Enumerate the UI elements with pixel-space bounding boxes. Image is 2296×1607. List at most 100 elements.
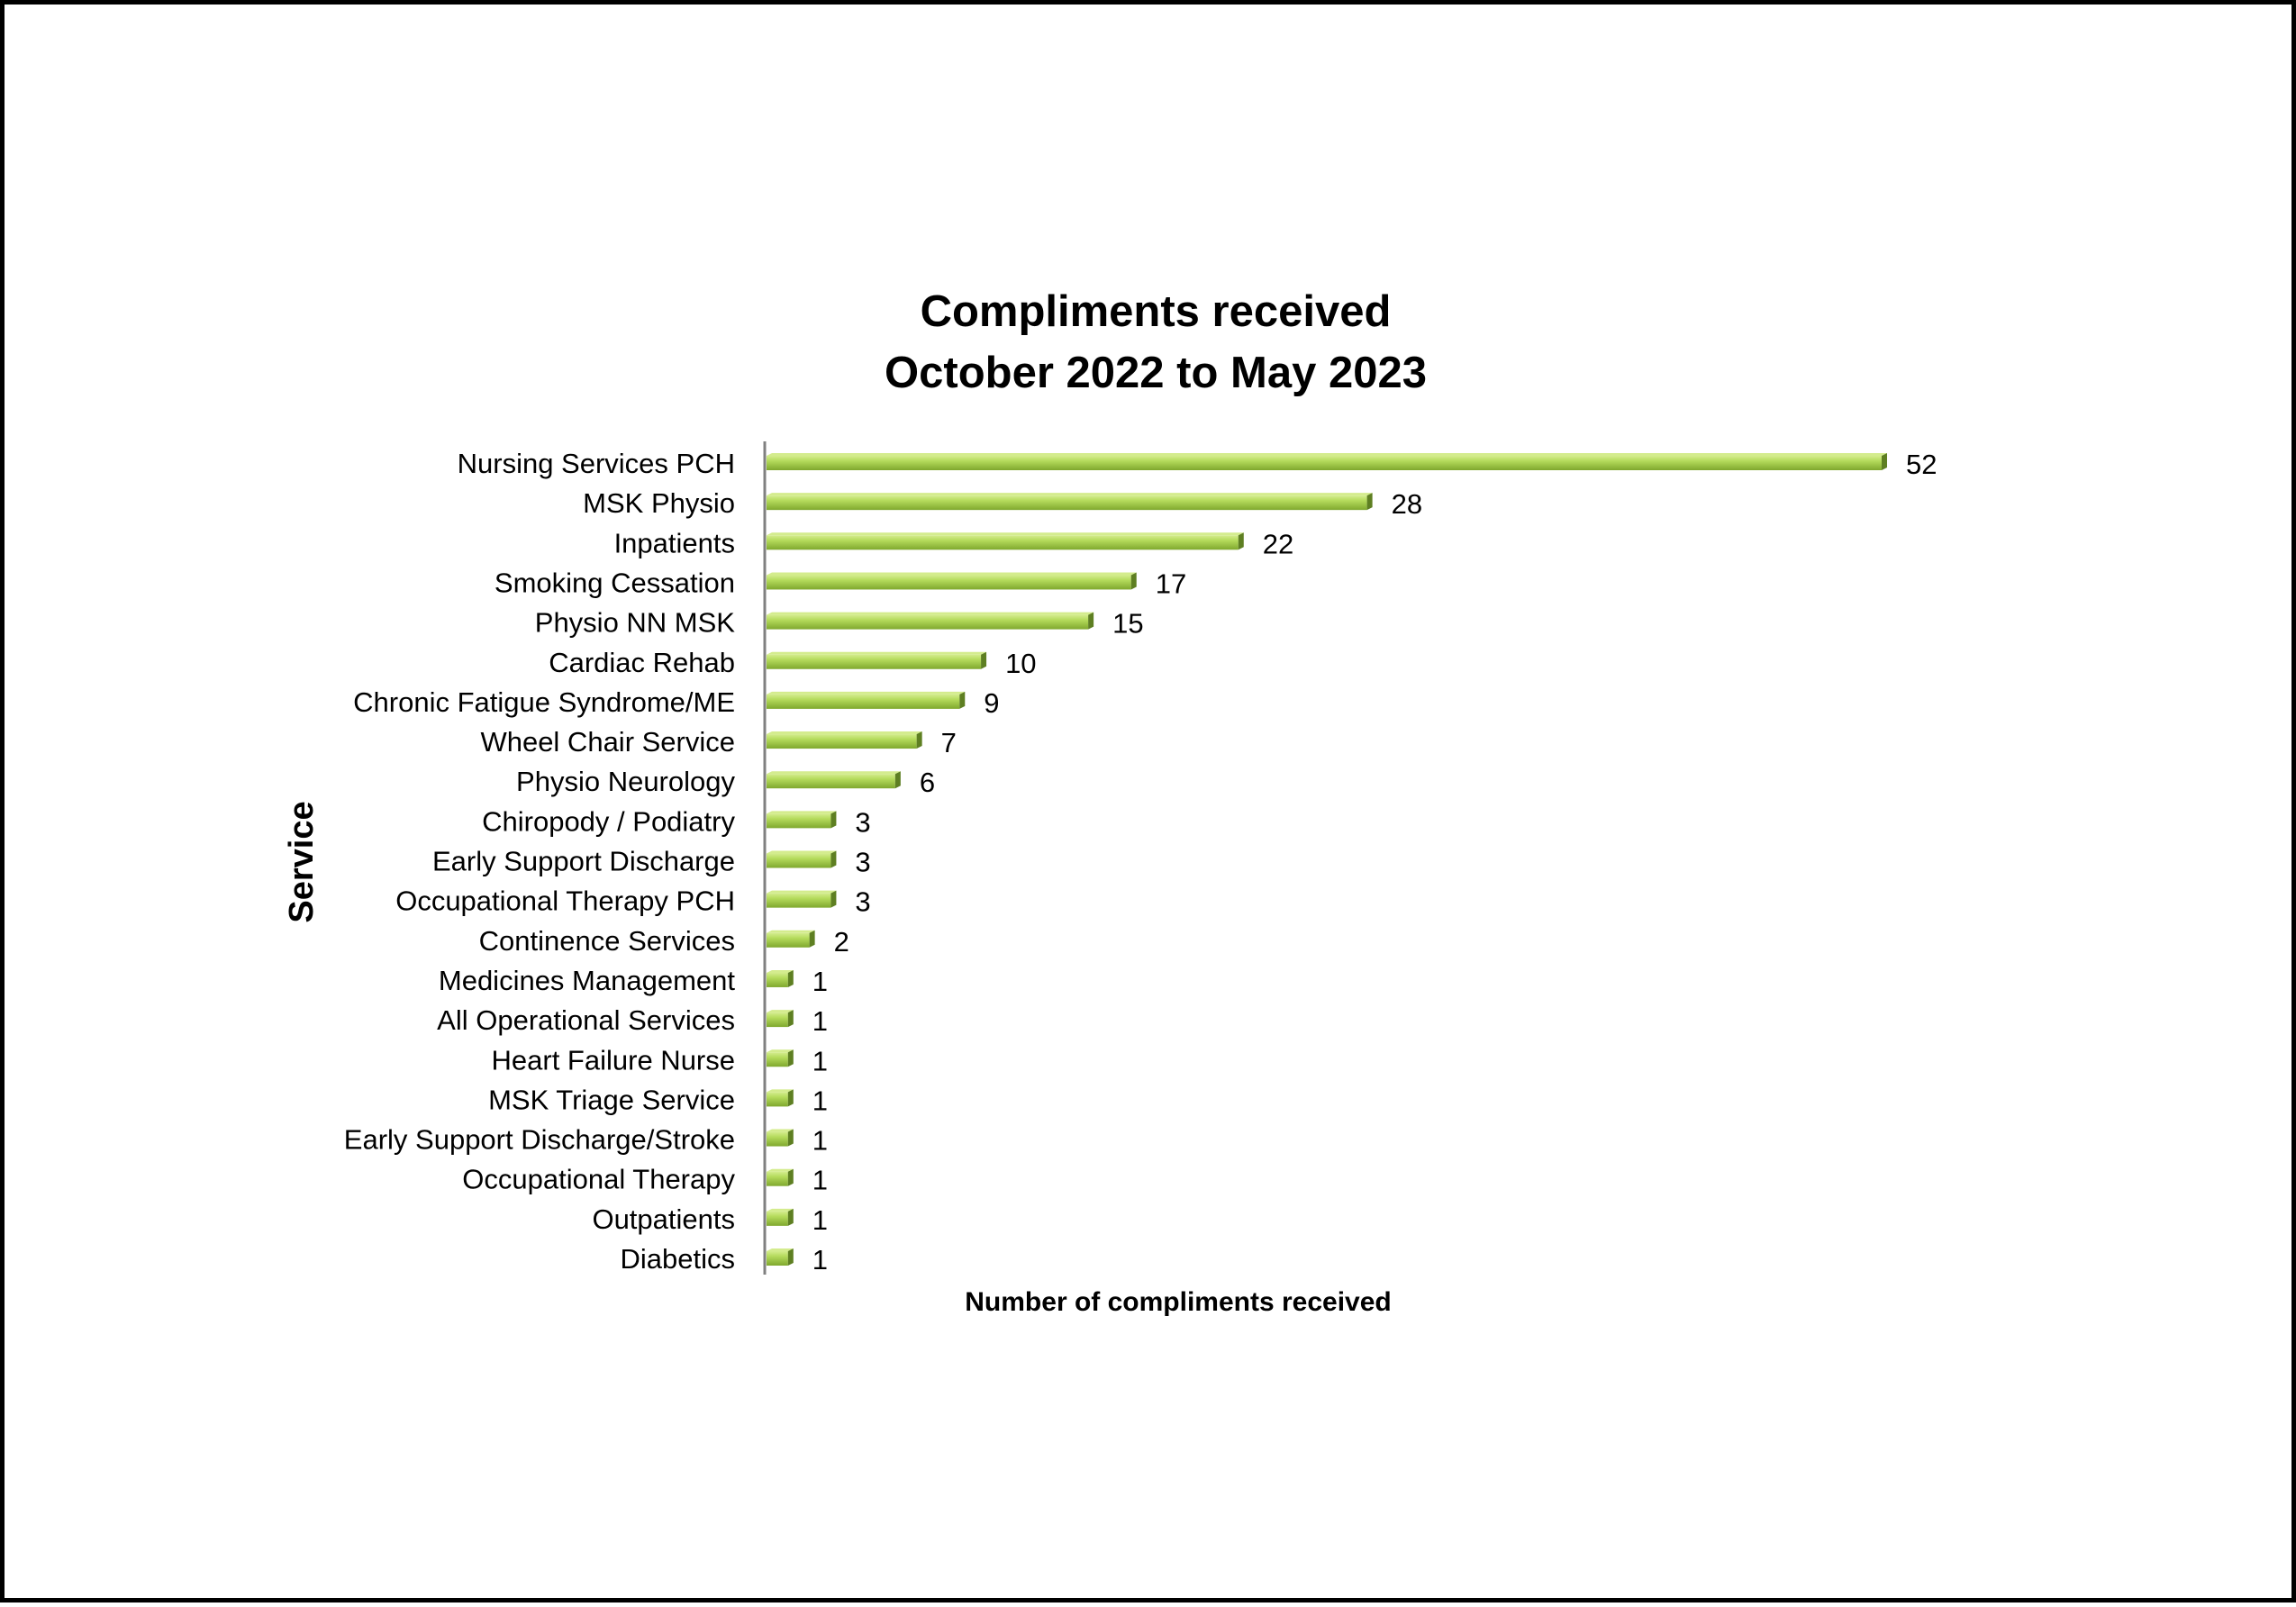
bar [767,774,895,789]
bar-top-face [767,493,1373,496]
bar [767,932,810,948]
category-label: MSK Triage Service [488,1084,735,1115]
y-axis-title: Service [283,801,321,922]
bar-row: Heart Failure Nurse 1 [492,1044,829,1076]
data-label: 28 [1392,488,1422,520]
bar [767,853,831,868]
category-label: Wheel Chair Service [480,726,735,758]
bar [767,1131,788,1147]
bar [767,614,1089,630]
data-label: 7 [941,727,957,758]
chart-title-line-1: Compliments received [921,287,1392,336]
chart-title-line-2: October 2022 to May 2023 [885,349,1427,397]
data-label: 1 [812,1204,828,1236]
bar-top-face [767,1248,794,1251]
bar-top-face [767,969,794,973]
bar-row: MSK Triage Service 1 [488,1084,828,1116]
bar-side-face [787,1208,794,1226]
bar-side-face [787,1010,794,1028]
bar-side-face [787,1049,794,1067]
bar-side-face [809,930,815,948]
category-label: Medicines Management [439,965,736,996]
bar-row: Physio Neurology 6 [516,766,935,798]
bar-row: Occupational Therapy 1 [462,1164,828,1196]
bar-top-face [767,1010,794,1013]
bar-row: Wheel Chair Service 7 [480,726,956,758]
data-label: 1 [812,1125,828,1157]
data-label: 1 [812,1244,828,1276]
bar-side-face [1882,453,1887,470]
bar-top-face [767,731,922,735]
bar [767,1171,788,1186]
category-label: Heart Failure Nurse [492,1044,735,1076]
category-label: Cardiac Rehab [549,647,735,678]
bar-row: Diabetics 1 [621,1243,829,1276]
bar [767,575,1131,590]
bar-top-face [767,1089,794,1093]
data-label: 1 [812,1045,828,1076]
category-label: Physio Neurology [516,766,735,797]
category-label: Early Support Discharge/Stroke [344,1124,735,1156]
bar-top-face [767,930,815,933]
bar-top-face [767,811,837,814]
category-label: Inpatients [614,527,735,558]
category-label: Chiropody / Podiatry [482,805,735,837]
bar [767,495,1367,511]
bar-top-face [767,1208,794,1212]
bar-row: Chiropody / Podiatry 3 [482,805,871,838]
bar-side-face [787,969,794,987]
bar-row: Early Support Discharge/Stroke 1 [344,1124,828,1157]
bar-top-face [767,771,901,775]
bar-side-face [1366,493,1373,511]
bar-side-face [787,1168,794,1186]
category-label: Nursing Services PCH [458,448,735,479]
data-label: 3 [855,806,870,838]
bar [767,1092,788,1107]
bar-top-face [767,1168,794,1172]
bar [767,1012,788,1028]
bar-row: Medicines Management 1 [439,965,828,997]
category-label: Diabetics [621,1243,736,1275]
bar-side-face [787,1129,794,1147]
bar-top-face [767,691,966,695]
data-label: 1 [812,1005,828,1037]
bar-side-face [1238,532,1244,550]
bar-top-face [767,850,837,854]
bar-row: Early Support Discharge 3 [432,846,871,878]
category-label: MSK Physio [583,487,735,519]
bar-top-face [767,890,837,894]
bar-row: Occupational Therapy PCH 3 [395,885,870,918]
bar-side-face [894,771,901,789]
bar [767,734,917,749]
category-label: Early Support Discharge [432,846,735,877]
bar-row: Inpatients 22 [614,527,1294,559]
data-label: 2 [834,926,849,958]
category-label: Chronic Fatigue Syndrome/ME [353,686,735,718]
bar-row: Continence Services 2 [479,925,849,958]
bar-top-face [767,1049,794,1053]
bar-top-face [767,612,1094,615]
bar-side-face [959,691,966,709]
bar-top-face [767,532,1244,536]
bar [767,1251,788,1266]
bar [767,1052,788,1067]
category-label: Occupational Therapy PCH [395,885,735,917]
bar-row: MSK Physio 28 [583,487,1422,520]
bar-side-face [981,651,987,669]
category-label: Outpatients [592,1203,735,1235]
bar [767,694,960,709]
bar-row: Physio NN MSK 15 [535,607,1144,640]
bar [767,1211,788,1226]
bar-side-face [916,731,922,749]
bar-top-face [767,453,1887,456]
bar-side-face [787,1248,794,1266]
bar [767,535,1239,550]
data-label: 3 [855,847,870,878]
bar-row: Outpatients 1 [592,1203,828,1236]
bar-side-face [1130,572,1137,590]
bar [767,972,788,987]
data-label: 22 [1263,528,1293,559]
bar [767,654,982,669]
bar-row: Smoking Cessation 17 [495,567,1186,599]
